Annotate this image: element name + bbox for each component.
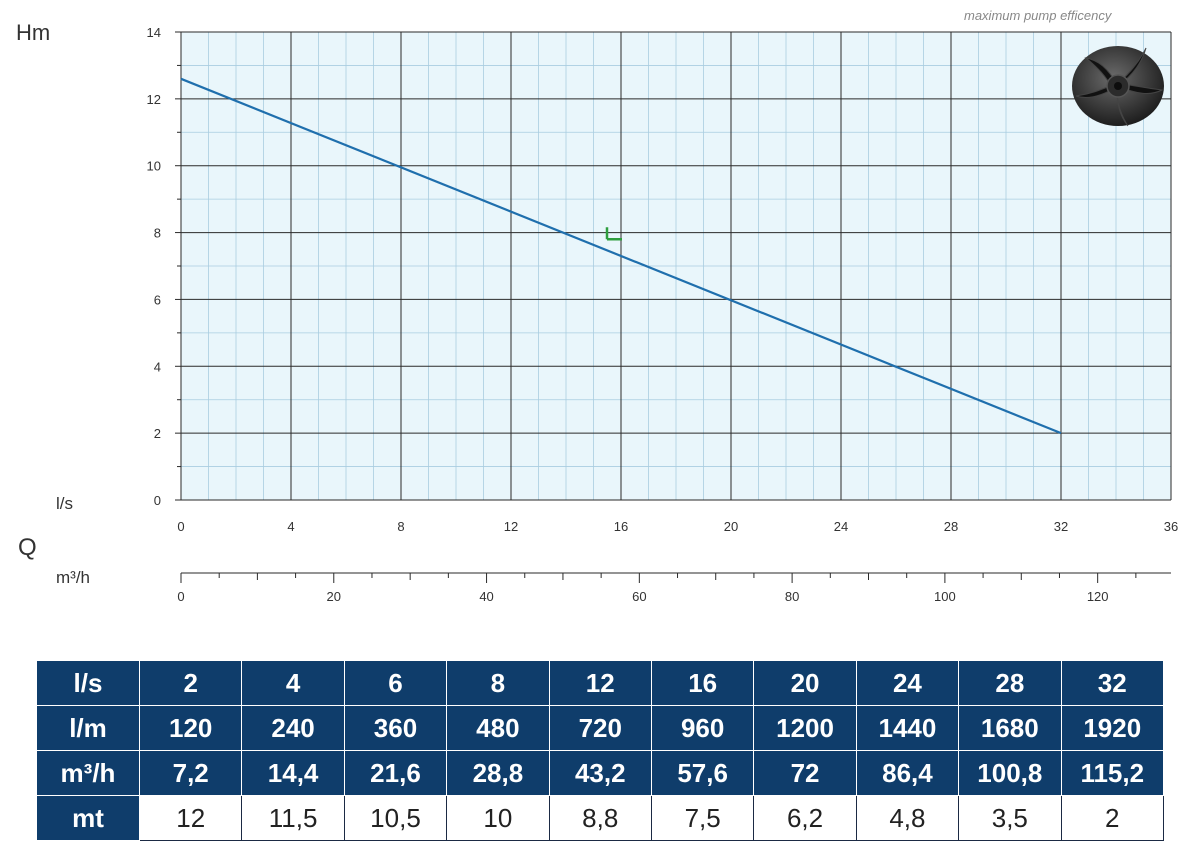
table-cell: 100,8 bbox=[958, 750, 1062, 796]
table-cell: 720 bbox=[548, 705, 652, 751]
table-row: m³/h 7,2 14,4 21,6 28,8 43,2 57,6 72 86,4 100,8 11… bbox=[36, 750, 1165, 796]
x-tick-label: 24 bbox=[834, 519, 848, 534]
table-cell: 72 bbox=[753, 750, 857, 796]
x-axis-unit-label: l/s bbox=[56, 494, 73, 513]
table-cell: 360 bbox=[343, 705, 448, 751]
table-cell: 240 bbox=[241, 705, 345, 751]
table-cell: 12 bbox=[138, 795, 243, 841]
flow-label: Q bbox=[18, 534, 37, 561]
table-cell: 4,8 bbox=[855, 795, 960, 841]
table-cell: 10 bbox=[446, 795, 550, 841]
table-cell: 480 bbox=[446, 705, 550, 751]
table-cell: 32 bbox=[1060, 660, 1165, 706]
x2-tick-label: 0 bbox=[177, 589, 184, 604]
y-tick-label: 4 bbox=[154, 359, 161, 374]
table-cell: 1200 bbox=[753, 705, 857, 751]
x-tick-label: 32 bbox=[1054, 519, 1068, 534]
y-tick-label: 14 bbox=[147, 25, 161, 40]
x-tick-label: 28 bbox=[944, 519, 958, 534]
y-tick-label: 6 bbox=[154, 292, 161, 307]
top-band bbox=[0, 0, 1200, 20]
x2-tick-label: 80 bbox=[785, 589, 799, 604]
x2-tick-label: 100 bbox=[934, 589, 956, 604]
table-cell: 28 bbox=[958, 660, 1062, 706]
table-cell: 2 bbox=[138, 660, 243, 706]
table-cell: 6,2 bbox=[753, 795, 857, 841]
table-cell: 16 bbox=[650, 660, 755, 706]
table-cell: 1440 bbox=[855, 705, 960, 751]
table-cell: 6 bbox=[343, 660, 448, 706]
x2-tick-label: 20 bbox=[327, 589, 341, 604]
table-cell: 12 bbox=[548, 660, 652, 706]
y-tick-label: 8 bbox=[154, 226, 161, 241]
table-cell: 960 bbox=[650, 705, 755, 751]
x2-tick-label: 120 bbox=[1087, 589, 1109, 604]
x-tick-label: 36 bbox=[1164, 519, 1178, 534]
x-tick-label: 8 bbox=[397, 519, 404, 534]
table-cell: 10,5 bbox=[343, 795, 448, 841]
table-cell: 11,5 bbox=[241, 795, 345, 841]
table-row: mt 12 11,5 10,5 10 8,8 7,5 6,2 4,8 3,5 2 bbox=[36, 795, 1165, 841]
table-cell: 43,2 bbox=[548, 750, 652, 796]
table-cell: 14,4 bbox=[241, 750, 345, 796]
x-tick-label: 20 bbox=[724, 519, 738, 534]
table-cell: 8 bbox=[446, 660, 550, 706]
table-cell: 120 bbox=[138, 705, 243, 751]
x-tick-label: 0 bbox=[177, 519, 184, 534]
row-header: mt bbox=[36, 795, 140, 841]
table-cell: 2 bbox=[1060, 795, 1165, 841]
row-header: l/m bbox=[36, 705, 140, 751]
x-tick-label: 16 bbox=[614, 519, 628, 534]
caption: maximum pump efficency bbox=[964, 8, 1112, 23]
table-cell: 24 bbox=[855, 660, 960, 706]
impeller-icon bbox=[1072, 46, 1164, 127]
table-cell: 20 bbox=[753, 660, 857, 706]
performance-table: l/s 2 4 6 8 12 16 20 24 28 32 l/m 120 240 360 480 720 960… bbox=[36, 660, 1165, 841]
x2-tick-label: 40 bbox=[479, 589, 493, 604]
x-tick-label: 12 bbox=[504, 519, 518, 534]
pump-curve-line bbox=[180, 77, 1062, 435]
table-row: l/s 2 4 6 8 12 16 20 24 28 32 bbox=[36, 660, 1165, 706]
table-cell: 115,2 bbox=[1060, 750, 1165, 796]
x2-tick-label: 60 bbox=[632, 589, 646, 604]
table-cell: 1680 bbox=[958, 705, 1062, 751]
table-cell: 21,6 bbox=[343, 750, 448, 796]
y-axis-unit-label: Hm bbox=[16, 20, 51, 45]
table-cell: 57,6 bbox=[650, 750, 755, 796]
x2-axis-unit-label: m³/h bbox=[56, 568, 90, 587]
row-header: l/s bbox=[36, 660, 140, 706]
table-cell: 7,5 bbox=[650, 795, 755, 841]
y-tick-label: 10 bbox=[147, 159, 161, 174]
row-header: m³/h bbox=[36, 750, 140, 796]
table-cell: 4 bbox=[241, 660, 345, 706]
table-cell: 86,4 bbox=[855, 750, 960, 796]
table-cell: 3,5 bbox=[958, 795, 1062, 841]
y-tick-label: 0 bbox=[154, 493, 161, 508]
x-tick-label: 4 bbox=[287, 519, 294, 534]
table-cell: 8,8 bbox=[548, 795, 652, 841]
table-cell: 28,8 bbox=[446, 750, 550, 796]
y-tick-label: 12 bbox=[147, 92, 161, 107]
table-cell: 7,2 bbox=[138, 750, 243, 796]
y-tick-label: 2 bbox=[154, 426, 161, 441]
table-row: l/m 120 240 360 480 720 960 1200 1440 1680 1920 bbox=[36, 705, 1165, 751]
table-cell: 1920 bbox=[1060, 705, 1165, 751]
